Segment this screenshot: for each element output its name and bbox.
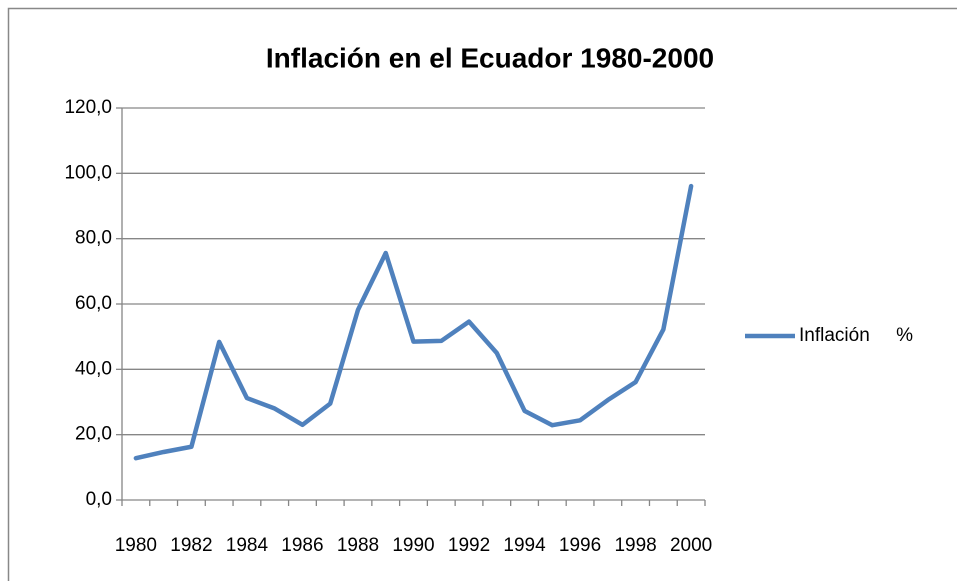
y-tick-label: 0,0 xyxy=(86,489,112,510)
y-tick-label: 120,0 xyxy=(64,97,112,118)
x-tick-label: 1982 xyxy=(170,535,212,556)
y-tick-label: 40,0 xyxy=(75,358,112,379)
y-tick-label: 20,0 xyxy=(75,424,112,445)
x-tick-label: 1996 xyxy=(559,535,601,556)
chart-title: Inflación en el Ecuador 1980-2000 xyxy=(266,42,714,73)
y-tick-label: 80,0 xyxy=(75,228,112,249)
x-tick-label: 1984 xyxy=(226,535,269,556)
chart-border xyxy=(7,7,957,581)
x-tick-label: 2000 xyxy=(670,535,712,556)
y-tick-label: 60,0 xyxy=(75,293,112,314)
y-tick-label: 100,0 xyxy=(64,162,112,183)
x-tick-label: 1992 xyxy=(448,535,490,556)
legend-label: Inflación % xyxy=(799,325,913,346)
x-tick-label: 1990 xyxy=(392,535,434,556)
x-tick-label: 1988 xyxy=(337,535,379,556)
x-tick-label: 1998 xyxy=(614,535,656,556)
x-tick-label: 1994 xyxy=(503,535,546,556)
line-series xyxy=(133,183,694,461)
x-tick-label: 1980 xyxy=(115,535,157,556)
x-tick-label: 1986 xyxy=(281,535,323,556)
